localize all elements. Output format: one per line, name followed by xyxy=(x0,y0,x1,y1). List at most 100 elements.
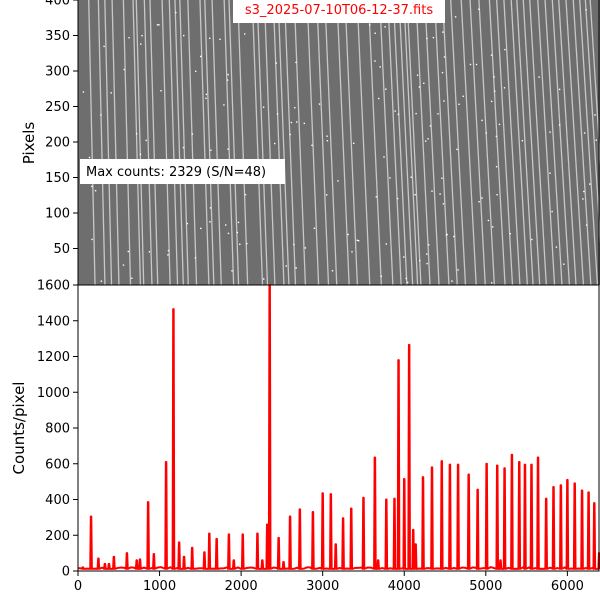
image-emission-line xyxy=(537,0,556,286)
image-hot-pixel xyxy=(442,203,445,205)
image-hot-pixel xyxy=(469,63,472,66)
image-hot-pixel xyxy=(558,124,561,126)
image-hot-pixel xyxy=(425,140,427,142)
image-hot-pixel xyxy=(225,224,227,226)
image-hot-pixel xyxy=(100,114,102,116)
image-hot-pixel xyxy=(227,148,229,150)
image-hot-pixel xyxy=(128,37,130,39)
image-emission-line xyxy=(251,0,264,286)
image-hot-pixel xyxy=(397,113,400,116)
image-emission-line xyxy=(460,0,477,286)
image-emission-line xyxy=(161,0,171,286)
image-hot-pixel xyxy=(394,110,396,112)
image-hot-pixel xyxy=(295,267,297,269)
image-hot-pixel xyxy=(423,82,425,84)
image-hot-pixel xyxy=(94,190,97,192)
annotation-box: Max counts: 2329 (S/N=48) xyxy=(80,159,285,184)
image-hot-pixel xyxy=(356,239,358,241)
image-hot-pixel xyxy=(405,277,407,280)
image-hot-pixel xyxy=(491,282,493,284)
image-hot-pixel xyxy=(481,119,483,122)
image-hot-pixel xyxy=(183,34,185,37)
image-hot-pixel xyxy=(326,140,329,142)
image-emission-line xyxy=(356,0,371,286)
image-hot-pixel xyxy=(91,238,93,241)
image-hot-pixel xyxy=(396,197,399,200)
image-hot-pixel xyxy=(416,74,419,76)
image-hot-pixel xyxy=(415,112,417,115)
image-hot-pixel xyxy=(503,87,506,89)
image-hot-pixel xyxy=(313,227,316,229)
image-hot-pixel xyxy=(538,76,540,78)
image-hot-pixel xyxy=(351,251,353,253)
image-emission-line xyxy=(306,0,320,286)
image-hot-pixel xyxy=(432,36,435,39)
image-emission-line xyxy=(579,0,599,286)
image-hot-pixel xyxy=(595,139,597,141)
image-hot-pixel xyxy=(285,265,287,267)
image-hot-pixel xyxy=(549,172,551,174)
image-hot-pixel xyxy=(100,280,103,282)
image-hot-pixel xyxy=(195,70,197,72)
image-hot-pixel xyxy=(353,142,355,144)
spectrum-series-line xyxy=(77,284,600,570)
image-hot-pixel xyxy=(191,133,194,135)
image-hot-pixel xyxy=(209,221,211,223)
image-emission-line xyxy=(149,0,159,286)
image-hot-pixel xyxy=(237,221,240,224)
image-emission-line xyxy=(544,0,563,286)
image-hot-pixel xyxy=(383,156,385,158)
image-hot-pixel xyxy=(135,133,138,135)
image-y-tick-label: 150 xyxy=(45,171,70,186)
image-emission-line xyxy=(174,0,184,286)
spectrum-x-tick-label: 2000 xyxy=(225,579,258,594)
image-emission-line xyxy=(228,0,240,286)
image-hot-pixel xyxy=(457,269,459,271)
image-hot-pixel xyxy=(419,259,421,262)
image-emission-line xyxy=(503,0,521,286)
image-hot-pixel xyxy=(583,132,586,134)
image-emission-line xyxy=(199,0,210,286)
spectrum-y-tick-label: 600 xyxy=(45,457,70,472)
image-hot-pixel xyxy=(446,233,448,236)
image-emission-line xyxy=(415,0,431,286)
spectrum-x-tick-label: 1000 xyxy=(143,579,176,594)
image-emission-line xyxy=(392,0,408,286)
image-hot-pixel xyxy=(263,278,265,280)
image-emission-line xyxy=(237,0,249,286)
image-emission-line xyxy=(324,0,338,286)
spectrum-x-tick-label: 0 xyxy=(74,579,82,594)
image-hot-pixel xyxy=(490,54,493,56)
image-hot-pixel xyxy=(509,233,511,235)
image-hot-pixel xyxy=(531,238,533,241)
image-emission-line xyxy=(272,0,285,286)
image-hot-pixel xyxy=(431,190,433,192)
image-hot-pixel xyxy=(131,277,133,279)
image-hot-pixel xyxy=(91,185,93,188)
image-emission-line xyxy=(132,0,142,286)
image-hot-pixel xyxy=(454,16,457,18)
spectrum-x-tick-label: 4000 xyxy=(388,579,421,594)
image-emission-line xyxy=(122,0,132,286)
image-hot-pixel xyxy=(551,210,553,213)
image-emission-line xyxy=(478,0,495,286)
image-hot-pixel xyxy=(496,194,498,196)
image-hot-pixel xyxy=(186,222,189,225)
image-hot-pixel xyxy=(490,100,493,103)
image-hot-pixel xyxy=(274,142,276,145)
image-hot-pixel xyxy=(175,11,177,14)
spectrum-y-tick-label: 0 xyxy=(62,565,70,580)
image-hot-pixel xyxy=(369,24,371,26)
image-hot-pixel xyxy=(194,257,197,259)
spectrum-y-tick-label: 400 xyxy=(45,493,70,508)
image-hot-pixel xyxy=(504,48,506,51)
image-hot-pixel xyxy=(563,263,565,265)
image-hot-pixel xyxy=(478,201,480,203)
image-hot-pixel xyxy=(88,156,91,159)
image-hot-pixel xyxy=(426,253,428,255)
image-hot-pixel xyxy=(437,113,439,115)
image-hot-pixel xyxy=(441,177,443,179)
image-hot-pixel xyxy=(492,226,494,228)
image-emission-line xyxy=(488,0,506,286)
image-hot-pixel xyxy=(110,92,112,94)
